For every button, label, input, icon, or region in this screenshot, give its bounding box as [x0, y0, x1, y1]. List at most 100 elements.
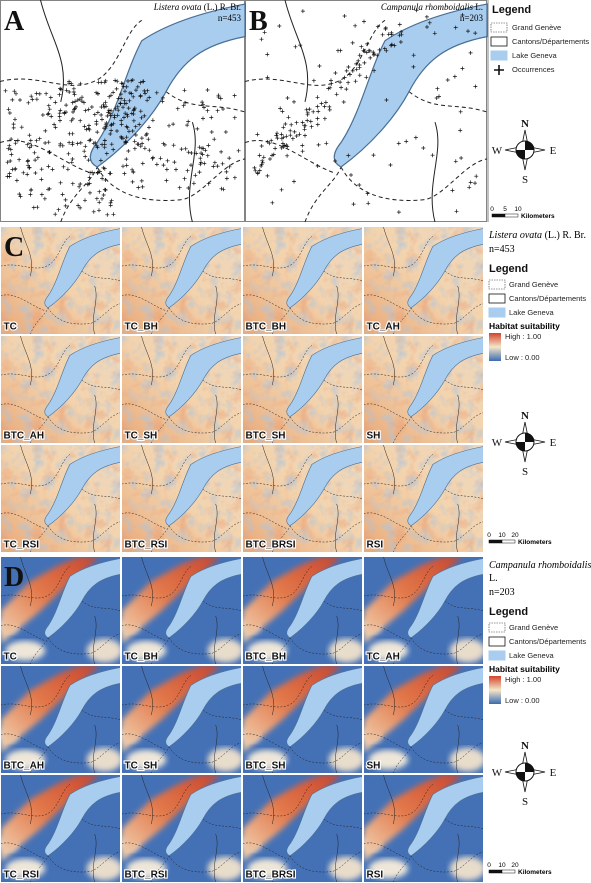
compass-e: E	[550, 767, 557, 779]
legend-item: Lake Geneva	[512, 51, 557, 60]
map-frame	[121, 556, 242, 665]
scale-tick-label: 20	[511, 862, 519, 869]
map-label: BTC_AH	[4, 431, 45, 442]
map-frame	[242, 226, 363, 335]
occurrences	[252, 8, 479, 215]
suitability-ramp	[489, 676, 501, 704]
suitability-map	[122, 445, 242, 553]
species: Listera ovata	[488, 230, 542, 241]
compass: N S W E	[492, 410, 557, 478]
suitability-high: High : 1.00	[505, 332, 541, 341]
map-label: SH	[367, 761, 381, 772]
scale-unit: Kilometers	[518, 539, 552, 546]
sample-count: n=453	[218, 13, 242, 23]
scale-unit: Kilometers	[518, 869, 552, 876]
suitability-map	[243, 227, 363, 335]
map-frame	[242, 444, 363, 553]
sample-count: n=453	[489, 244, 515, 255]
legend-item: Cantons/Départements	[512, 37, 589, 46]
species: Campanula rhomboidalis	[381, 2, 474, 12]
scale-tick-label: 0	[490, 206, 494, 213]
swatch-cantons	[490, 36, 508, 47]
legend-item: Grand Genève	[509, 623, 558, 632]
legend-top: Legend Grand Genève Cantons/Départements La…	[487, 0, 589, 222]
legend-item: Cantons/Départements	[509, 294, 586, 303]
compass: N S W E	[492, 118, 557, 186]
map-label: BTC_SH	[246, 761, 286, 772]
compass-s: S	[522, 466, 528, 478]
scale-segment	[501, 539, 516, 544]
swatch-grand-geneve	[490, 22, 508, 33]
compass-quadrants	[516, 141, 534, 159]
map-label: BTC_RSI	[125, 540, 168, 551]
species-name: Listera ovata (L.) R. Br.	[488, 230, 586, 241]
scale-segment	[488, 869, 503, 874]
legend-item: Grand Genève	[512, 23, 561, 32]
map-label: TC_RSI	[4, 540, 40, 551]
suitability-title: Habitat suitability	[489, 664, 560, 674]
sample-count: n=203	[460, 13, 484, 23]
panel-d: TC TC_BH BTC_BH TC_AH BTC_AH TC_SH BTC_SH SH TC_…	[0, 556, 591, 883]
suitability-title: Habitat suitability	[489, 321, 560, 331]
map-frame	[363, 444, 484, 553]
suitability-map	[362, 666, 486, 774]
map-frame	[0, 335, 121, 444]
map-frame	[363, 556, 484, 665]
map-label: BTC_SH	[246, 431, 286, 442]
map-label: TC_SH	[125, 431, 158, 442]
map-label: TC_AH	[367, 322, 400, 333]
authority: (L.) R. Br.	[202, 2, 242, 12]
map-frame	[0, 226, 121, 335]
map-label: TC_AH	[367, 652, 400, 663]
suitability-map	[120, 775, 244, 883]
suitability-map	[241, 666, 365, 774]
suitability-ramp	[489, 333, 501, 361]
compass-w: W	[492, 145, 503, 157]
authority: L.	[489, 573, 498, 584]
map-label: BTC_BRSI	[246, 870, 296, 881]
map-label: BTC_BRSI	[246, 540, 296, 551]
suitability-map	[364, 336, 484, 444]
map-label: TC	[4, 652, 17, 663]
compass-e: E	[550, 145, 557, 157]
swatch-lake	[488, 650, 506, 661]
species: Campanula rhomboidalis	[489, 560, 591, 571]
map-frame	[363, 335, 484, 444]
map-label: RSI	[367, 870, 384, 881]
compass: N S W E	[492, 740, 557, 808]
suitability-high: High : 1.00	[505, 675, 541, 684]
suitability-map	[122, 336, 242, 444]
legend-item: Occurrences	[512, 65, 555, 74]
legend-item: Lake Geneva	[509, 308, 554, 317]
scale-tick-label: 5	[503, 206, 507, 213]
compass-quadrants	[516, 763, 534, 781]
map-label: TC_SH	[125, 761, 158, 772]
swatch-lake	[488, 307, 506, 318]
map-frame	[242, 335, 363, 444]
map-label: TC_RSI	[4, 870, 40, 881]
legend-title: Legend	[492, 4, 531, 16]
swatch-grand-geneve	[488, 622, 506, 633]
scale-unit: Kilometers	[521, 213, 555, 220]
suitability-map	[0, 666, 122, 774]
map-label: TC_BH	[125, 322, 158, 333]
map-frame	[242, 665, 363, 774]
panel-panel_a: A Listera ovata (L.) R. Br.n=453	[0, 0, 246, 223]
swatch-grand-geneve	[488, 279, 506, 290]
compass-quadrants	[516, 433, 534, 451]
compass-n: N	[521, 740, 529, 752]
swatch-cantons	[488, 293, 506, 304]
map-frame	[121, 226, 242, 335]
legend-item: Lake Geneva	[509, 651, 554, 660]
suitability-map	[1, 445, 121, 553]
authority: L.	[473, 2, 483, 12]
panel-panel_b: B Campanula rhomboidalis L.n=203	[244, 0, 488, 223]
compass-n: N	[521, 410, 529, 422]
map-frame	[121, 665, 242, 774]
suitability-map	[364, 445, 484, 553]
map-label: SH	[367, 431, 381, 442]
suitability-map	[120, 557, 244, 665]
panel-c: TC TC_BH BTC_BH TC_AH BTC_AH TC_SH BTC_SH SH TC_…	[0, 226, 586, 553]
